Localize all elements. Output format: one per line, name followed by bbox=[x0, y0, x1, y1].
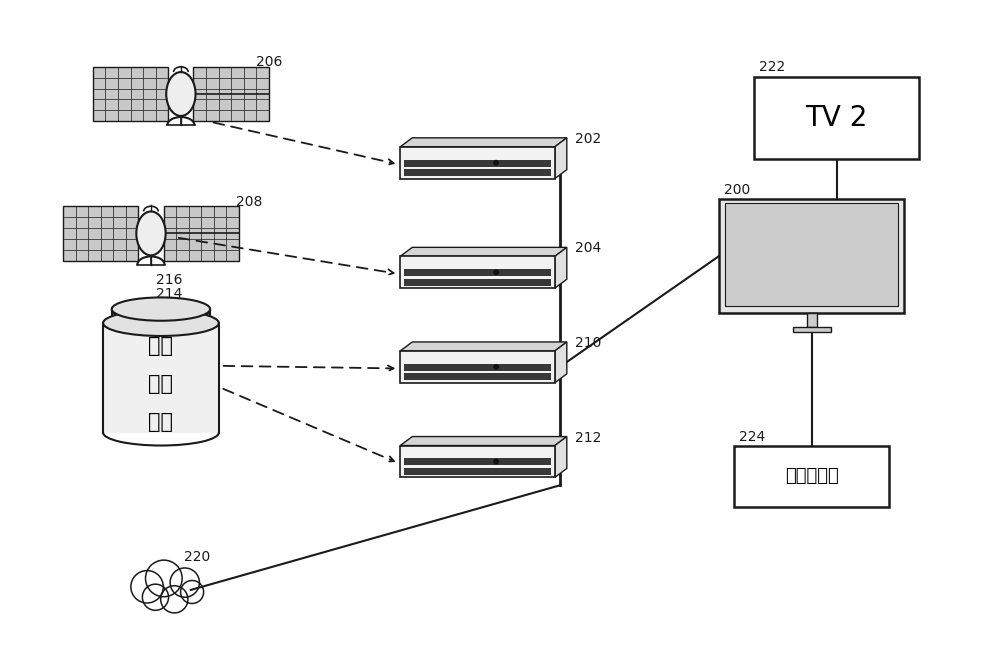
Text: 204: 204 bbox=[575, 241, 601, 255]
Text: 222: 222 bbox=[759, 60, 786, 74]
FancyBboxPatch shape bbox=[93, 67, 168, 121]
Text: 210: 210 bbox=[575, 336, 601, 350]
Text: 系统: 系统 bbox=[148, 412, 173, 432]
Polygon shape bbox=[400, 342, 567, 351]
Text: 216: 216 bbox=[156, 273, 182, 287]
Text: 有线: 有线 bbox=[148, 336, 173, 356]
FancyBboxPatch shape bbox=[404, 458, 551, 465]
Circle shape bbox=[142, 584, 169, 611]
Polygon shape bbox=[555, 436, 567, 477]
FancyBboxPatch shape bbox=[719, 198, 904, 313]
FancyBboxPatch shape bbox=[164, 206, 239, 261]
Text: 200: 200 bbox=[724, 182, 751, 196]
Circle shape bbox=[494, 160, 498, 165]
FancyBboxPatch shape bbox=[754, 77, 919, 158]
FancyBboxPatch shape bbox=[404, 364, 551, 371]
Ellipse shape bbox=[103, 310, 219, 336]
Text: 头端: 头端 bbox=[148, 374, 173, 394]
FancyBboxPatch shape bbox=[404, 373, 551, 381]
Ellipse shape bbox=[166, 72, 196, 116]
Circle shape bbox=[494, 270, 498, 274]
FancyBboxPatch shape bbox=[404, 269, 551, 276]
Circle shape bbox=[131, 571, 163, 603]
FancyBboxPatch shape bbox=[193, 67, 269, 121]
Polygon shape bbox=[400, 436, 567, 446]
Polygon shape bbox=[400, 247, 567, 257]
Text: 212: 212 bbox=[575, 430, 601, 444]
FancyBboxPatch shape bbox=[103, 323, 219, 432]
Text: 214: 214 bbox=[156, 287, 182, 301]
FancyBboxPatch shape bbox=[400, 257, 555, 288]
FancyBboxPatch shape bbox=[112, 309, 210, 310]
Text: 206: 206 bbox=[256, 55, 282, 69]
FancyBboxPatch shape bbox=[404, 169, 551, 176]
Polygon shape bbox=[555, 342, 567, 383]
Text: TV 2: TV 2 bbox=[805, 104, 868, 132]
FancyBboxPatch shape bbox=[404, 160, 551, 166]
FancyBboxPatch shape bbox=[404, 468, 551, 475]
Polygon shape bbox=[555, 138, 567, 178]
FancyBboxPatch shape bbox=[404, 278, 551, 286]
Circle shape bbox=[494, 365, 498, 369]
Ellipse shape bbox=[112, 298, 210, 321]
Ellipse shape bbox=[136, 211, 166, 255]
Circle shape bbox=[494, 459, 498, 463]
FancyBboxPatch shape bbox=[63, 206, 138, 261]
Circle shape bbox=[181, 581, 204, 603]
FancyBboxPatch shape bbox=[400, 446, 555, 477]
Text: 游戏控制台: 游戏控制台 bbox=[785, 467, 839, 485]
Polygon shape bbox=[400, 138, 567, 147]
Circle shape bbox=[170, 568, 199, 597]
Circle shape bbox=[146, 560, 182, 597]
FancyBboxPatch shape bbox=[793, 327, 831, 333]
FancyBboxPatch shape bbox=[725, 204, 898, 306]
FancyBboxPatch shape bbox=[807, 313, 817, 327]
Text: 224: 224 bbox=[739, 430, 766, 444]
FancyBboxPatch shape bbox=[400, 351, 555, 383]
Text: 208: 208 bbox=[236, 194, 262, 209]
Polygon shape bbox=[555, 247, 567, 288]
FancyBboxPatch shape bbox=[400, 147, 555, 178]
FancyBboxPatch shape bbox=[734, 446, 889, 507]
Text: 202: 202 bbox=[575, 132, 601, 146]
Text: 220: 220 bbox=[184, 550, 210, 564]
Circle shape bbox=[161, 585, 188, 613]
